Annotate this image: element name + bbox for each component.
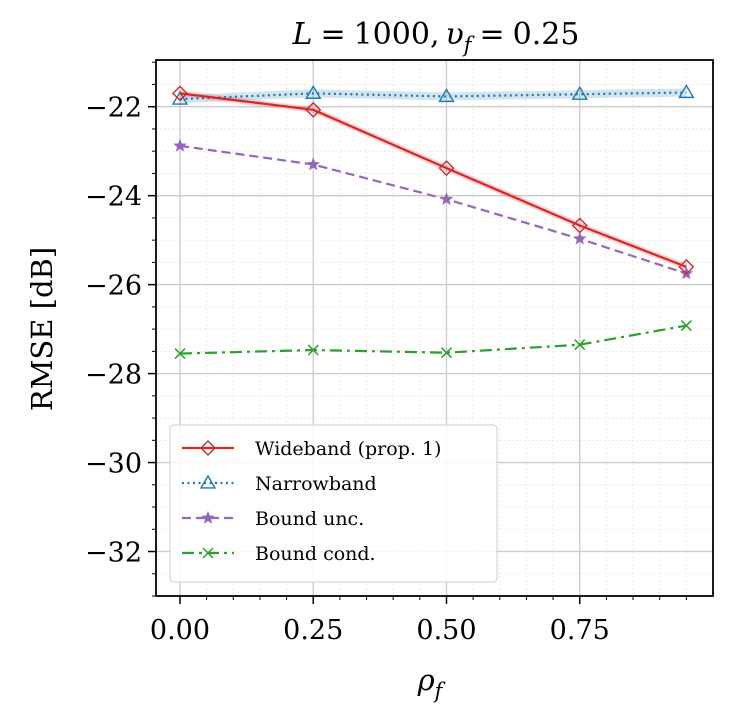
data-point	[680, 320, 692, 332]
legend-item: Narrowband	[182, 473, 377, 495]
data-point	[306, 157, 320, 171]
data-point	[571, 85, 588, 100]
y-tick-label: −30	[85, 449, 142, 480]
legend-label: Bound cond.	[255, 543, 376, 565]
y-axis-label: RMSE [dB]	[25, 247, 59, 411]
data-point	[171, 90, 189, 105]
y-tick-label: −26	[85, 271, 142, 302]
series-layer	[171, 84, 695, 360]
y-tick-label: −28	[85, 360, 142, 391]
legend-box	[169, 424, 498, 583]
data-point	[571, 217, 588, 234]
x-tick-label: 0.00	[150, 615, 210, 646]
series-bound-cond	[174, 320, 692, 360]
legend-label: Bound unc.	[255, 508, 364, 530]
data-point-stroke	[680, 320, 692, 332]
x-tick-label: 0.50	[416, 615, 476, 646]
series-line	[179, 91, 687, 101]
data-point	[199, 474, 217, 489]
data-point	[305, 101, 322, 118]
chart-title: L = 1000, υf = 0.25	[292, 17, 580, 57]
series-wideband-prop-1	[171, 85, 695, 275]
data-point	[173, 138, 187, 152]
y-tick-label: −22	[85, 93, 142, 124]
data-point	[574, 339, 586, 351]
data-point	[439, 192, 454, 205]
data-point	[678, 84, 695, 99]
data-point	[438, 88, 455, 103]
data-point	[171, 85, 188, 102]
x-tick-label: 0.25	[283, 615, 343, 646]
series-line	[179, 324, 687, 355]
data-point	[572, 231, 587, 245]
y-tick-label: −32	[85, 538, 142, 569]
data-point	[440, 347, 453, 359]
series-band	[179, 90, 688, 270]
data-point	[174, 348, 186, 360]
data-point-stroke	[202, 547, 214, 559]
data-point	[201, 510, 215, 524]
tick-layer: 0.00 0.25 0.50 0.75 −32 −30 −28 −26 −24 −22	[85, 61, 687, 646]
legend-item: Wideband (prop. 1)	[182, 438, 441, 460]
data-point-stroke	[174, 348, 186, 360]
data-point	[678, 258, 695, 275]
series-narrowband	[171, 84, 695, 105]
data-point	[202, 547, 214, 559]
plot-frame	[155, 59, 714, 597]
x-axis-label: ρf	[417, 663, 446, 703]
y-tick-label: −24	[85, 182, 142, 213]
data-point	[305, 84, 322, 99]
legend: Wideband (prop. 1) Narrowband Bound unc. Bo…	[169, 424, 498, 583]
legend-item: Bound unc.	[182, 508, 364, 530]
data-point-stroke	[307, 344, 319, 356]
legend-label: Wideband (prop. 1)	[255, 438, 441, 460]
data-point	[307, 344, 319, 356]
legend-label: Narrowband	[255, 473, 377, 495]
data-point-stroke	[440, 347, 453, 359]
data-point	[438, 160, 455, 177]
series-line	[179, 92, 687, 268]
data-point	[200, 440, 216, 456]
x-tick-label: 0.75	[550, 615, 610, 646]
data-point-stroke	[574, 339, 586, 351]
legend-item: Bound cond.	[182, 543, 376, 565]
